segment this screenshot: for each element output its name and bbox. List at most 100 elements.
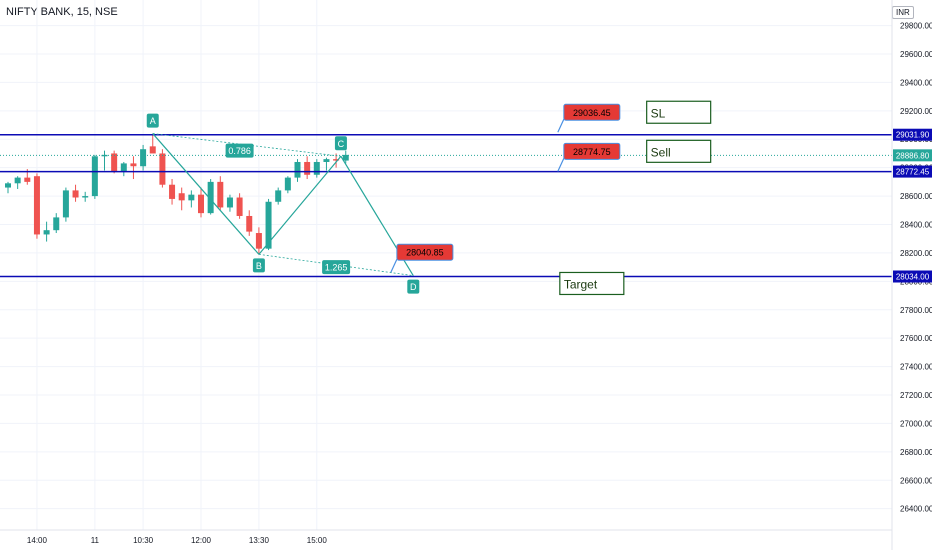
price-callout[interactable]: [396, 243, 454, 261]
candle-down[interactable]: [246, 215, 253, 232]
candle-up[interactable]: [284, 177, 291, 191]
candle-up[interactable]: [188, 194, 195, 201]
callout-pointer: [390, 258, 398, 273]
candle-down[interactable]: [236, 197, 243, 216]
candle-down[interactable]: [198, 194, 204, 214]
candle-up[interactable]: [275, 190, 282, 202]
harmonic-pattern-layer: A B C D 0.786 1.265: [146, 113, 420, 294]
y-tick-label: 26400.00: [900, 505, 932, 514]
y-tick-label: 28400.00: [900, 221, 932, 230]
note-label: Sell: [651, 145, 671, 159]
candle-down[interactable]: [255, 233, 262, 249]
candle-up[interactable]: [43, 230, 50, 235]
note-box[interactable]: [559, 271, 625, 296]
x-tick-label: 12:00: [191, 536, 212, 545]
level-axis-label: 28772.45: [896, 168, 930, 177]
pattern-ratio-badge: [225, 143, 254, 158]
x-tick-label: 11: [91, 536, 100, 545]
grid-lines: [0, 0, 892, 530]
candle-up[interactable]: [101, 154, 108, 157]
candle-down[interactable]: [72, 190, 79, 198]
current-price-axis-badge: [893, 149, 932, 162]
candle-down[interactable]: [333, 159, 340, 161]
price-callout[interactable]: [563, 103, 621, 121]
y-tick-label: 29400.00: [900, 78, 932, 87]
pattern-ratio-badge: [322, 260, 351, 275]
level-axis-label: 28034.00: [896, 273, 930, 282]
callout-pointer: [557, 158, 565, 172]
note-box[interactable]: [646, 100, 712, 124]
candle-up[interactable]: [5, 183, 11, 188]
candle-down[interactable]: [159, 153, 166, 185]
x-tick-label: 15:00: [307, 536, 328, 545]
pattern-point-label: A: [150, 116, 156, 126]
candle-down[interactable]: [169, 184, 176, 199]
pattern-leg[interactable]: [152, 133, 260, 255]
y-tick-label: 28200.00: [900, 249, 932, 258]
current-price-axis-label: 28886.80: [896, 151, 930, 160]
candle-up[interactable]: [120, 163, 127, 172]
y-tick-label: 28600.00: [900, 192, 932, 201]
candles-layer: [5, 133, 349, 255]
horizontal-levels-layer: [0, 133, 892, 278]
pattern-leg[interactable]: [258, 155, 342, 255]
candle-up[interactable]: [323, 159, 330, 162]
note-box[interactable]: [646, 139, 712, 163]
y-tick-label: 29800.00: [900, 22, 932, 31]
note-label: Target: [564, 277, 598, 291]
candle-up[interactable]: [91, 156, 98, 197]
candle-up[interactable]: [265, 201, 272, 249]
price-callouts-layer: 29036.45 28774.75 28040.85: [390, 103, 621, 273]
candle-up[interactable]: [53, 217, 60, 231]
y-tick-label: 27600.00: [900, 334, 932, 343]
candle-down[interactable]: [24, 177, 31, 182]
chart-title: NIFTY BANK, 15, NSE: [6, 6, 118, 18]
y-tick-label: 29200.00: [900, 107, 932, 116]
price-callout-label: 28040.85: [406, 248, 444, 258]
candle-up[interactable]: [62, 190, 69, 218]
candle-down[interactable]: [304, 161, 311, 175]
pattern-point-d[interactable]: [407, 279, 420, 294]
price-callout-label: 29036.45: [573, 108, 611, 118]
candle-up[interactable]: [14, 177, 21, 184]
x-tick-label: 10:30: [133, 536, 154, 545]
level-axis-badge: [893, 128, 932, 141]
candle-up[interactable]: [294, 161, 301, 178]
axis-price-labels: 29031.90 28772.45 28034.00 28886.80: [893, 128, 932, 283]
callout-pointer: [557, 119, 565, 133]
y-tick-label: 26600.00: [900, 476, 932, 485]
candle-up[interactable]: [82, 196, 89, 198]
y-tick-label: 29600.00: [900, 50, 932, 59]
pattern-point-c[interactable]: [334, 136, 347, 151]
level-axis-badge: [893, 270, 932, 283]
y-tick-label: 27000.00: [900, 419, 932, 428]
pattern-ratio-line: [152, 133, 341, 157]
candle-down[interactable]: [130, 163, 137, 167]
pattern-point-b[interactable]: [252, 258, 265, 273]
pattern-ratio-label: 1.265: [325, 263, 348, 273]
level-axis-badge: [893, 165, 932, 178]
notes-layer: SL Sell Target: [559, 100, 712, 296]
pattern-point-label: D: [410, 282, 417, 292]
candle-down[interactable]: [178, 193, 185, 201]
candle-up[interactable]: [226, 197, 233, 208]
candle-down[interactable]: [149, 146, 156, 154]
time-axis: 14:00 11 10:30 12:00 13:30 15:00: [27, 536, 327, 545]
y-tick-label: 26800.00: [900, 448, 932, 457]
pattern-ratio-label: 0.786: [228, 146, 251, 156]
candle-down[interactable]: [33, 176, 40, 235]
x-tick-label: 14:00: [27, 536, 48, 545]
level-axis-label: 29031.90: [896, 131, 930, 140]
price-axis: 29800.0029600.0029400.0029200.0029000.00…: [900, 22, 932, 514]
candle-up[interactable]: [207, 181, 214, 214]
pattern-point-a[interactable]: [146, 113, 159, 128]
candle-up[interactable]: [313, 161, 320, 175]
candle-up[interactable]: [140, 149, 147, 167]
y-tick-label: 27800.00: [900, 306, 932, 315]
candle-up[interactable]: [342, 154, 349, 161]
price-callout[interactable]: [563, 142, 621, 160]
candle-down[interactable]: [111, 153, 118, 172]
candle-down[interactable]: [217, 181, 224, 208]
note-label: SL: [651, 106, 666, 120]
